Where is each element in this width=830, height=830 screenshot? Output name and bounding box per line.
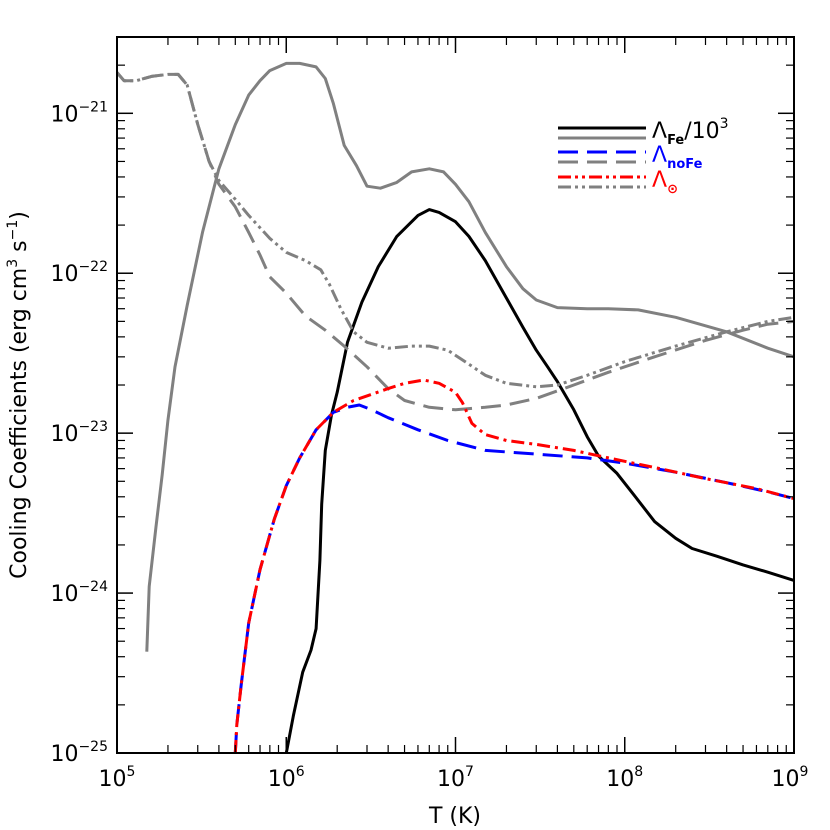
legend-label: ΛFe/103 (652, 116, 729, 148)
series-layer (117, 61, 794, 753)
x-tick-label: 106 (268, 764, 305, 792)
x-tick-label: 109 (772, 764, 809, 792)
y-tick-label: 10−21 (50, 99, 108, 127)
legend-label: Λ⊙ (652, 168, 678, 197)
x-tick-label: 107 (437, 764, 474, 792)
plot-frame (116, 36, 795, 754)
y-tick-label: 10−23 (50, 419, 108, 447)
y-tick-label: 10−25 (50, 739, 108, 767)
y-axis-label: Cooling Coefficients (erg cm3 s−1) (5, 211, 32, 579)
y-tick-label: 10−22 (50, 259, 108, 287)
ticks-layer: 105 106 107 108 109 10−25 10−24 10−23 10−22 10−21 (50, 36, 809, 792)
x-axis-label: T (K) (428, 804, 481, 829)
series-line-1 (145, 61, 794, 652)
legend-label: ΛnoFe (652, 143, 703, 172)
series-line-6 (233, 378, 794, 753)
series-line-2 (284, 208, 794, 753)
x-tick-label: 108 (606, 764, 643, 792)
y-tick-label: 10−24 (50, 579, 108, 607)
x-tick-label: 105 (99, 764, 136, 792)
